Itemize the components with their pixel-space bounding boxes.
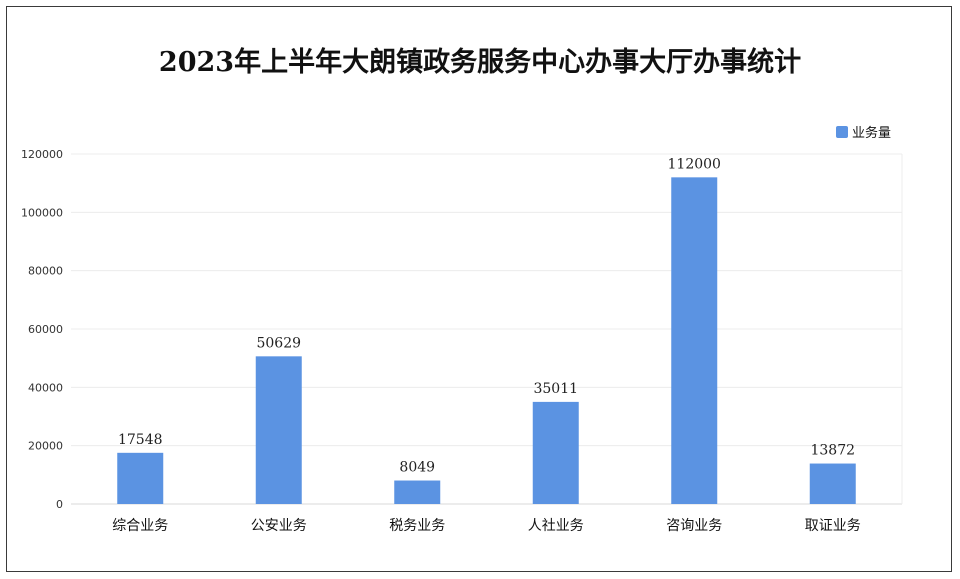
x-tick-label: 取证业务 — [805, 518, 861, 534]
y-tick-label: 20000 — [28, 440, 63, 453]
data-label: 17548 — [118, 432, 163, 448]
data-label: 50629 — [256, 335, 301, 351]
data-label: 35011 — [533, 381, 578, 397]
bar — [671, 177, 718, 505]
bar — [255, 356, 302, 504]
bar — [394, 480, 441, 504]
x-tick-label: 税务业务 — [389, 518, 445, 534]
bar — [532, 401, 579, 504]
y-tick-label: 80000 — [28, 265, 63, 278]
legend-label: 业务量 — [852, 125, 891, 141]
x-tick-label: 人社业务 — [528, 518, 584, 534]
chart-frame — [6, 6, 952, 572]
bar — [117, 452, 164, 504]
legend-swatch — [836, 126, 848, 138]
x-tick-label: 咨询业务 — [666, 518, 722, 534]
y-tick-label: 0 — [56, 498, 63, 511]
y-tick-label: 100000 — [21, 206, 63, 219]
data-label: 13872 — [810, 443, 855, 459]
x-tick-label: 综合业务 — [112, 518, 168, 534]
data-label: 8049 — [399, 460, 435, 476]
bar — [809, 463, 856, 504]
y-tick-label: 40000 — [28, 381, 63, 394]
x-tick-label: 公安业务 — [251, 518, 307, 534]
data-label: 112000 — [668, 156, 721, 172]
chart-title: 2023年上半年大朗镇政务服务中心办事大厅办事统计 — [158, 47, 802, 78]
y-tick-label: 120000 — [21, 148, 63, 161]
y-tick-label: 60000 — [28, 323, 63, 336]
